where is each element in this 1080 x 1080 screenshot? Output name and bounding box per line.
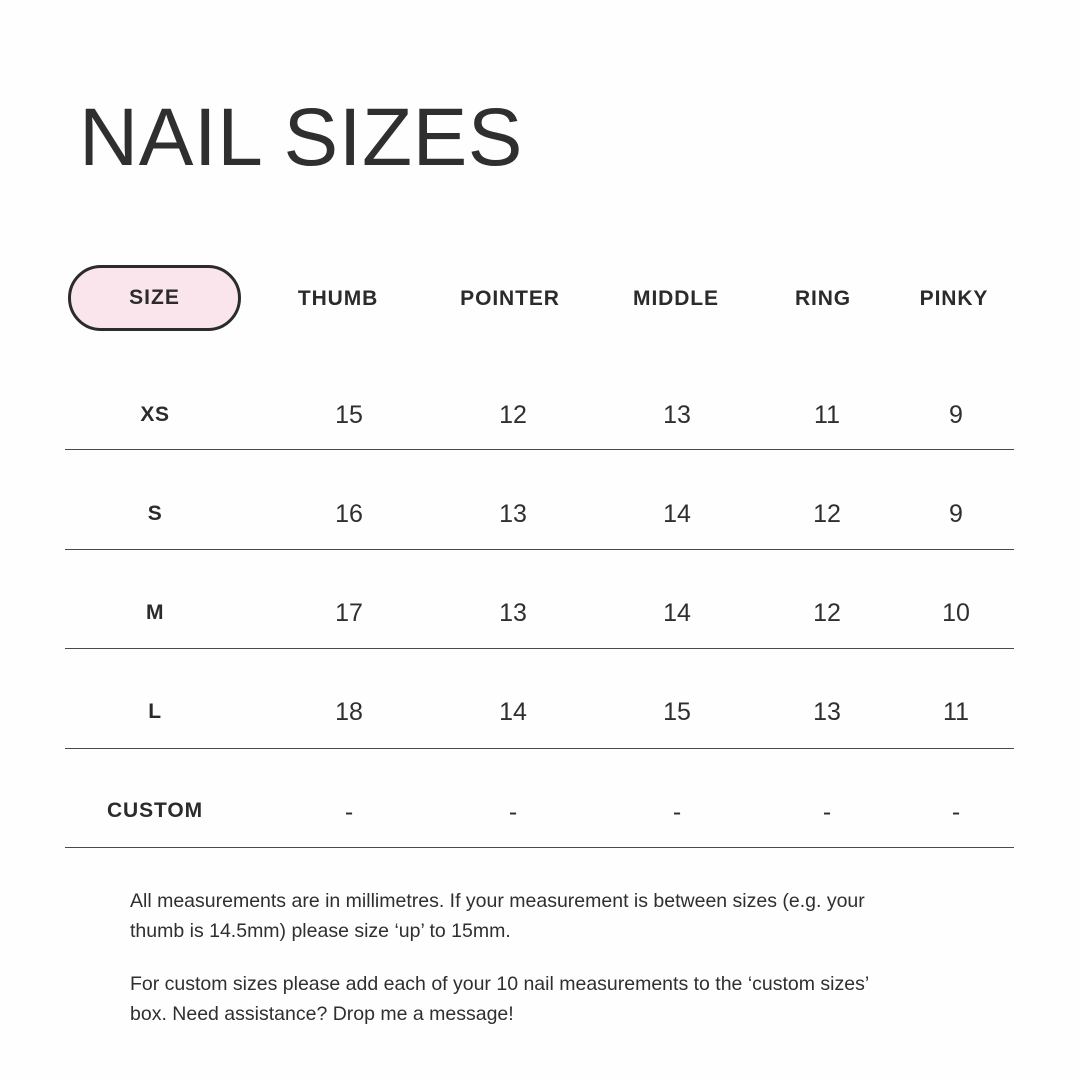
row-divider xyxy=(65,449,1014,450)
row-divider xyxy=(65,549,1014,550)
cell-middle: 14 xyxy=(663,500,691,528)
size-table: SIZE THUMB POINTER MIDDLE RING PINKY XS … xyxy=(0,248,1080,848)
table-row: S 16 13 14 12 9 xyxy=(0,451,1080,550)
column-header-pinky: PINKY xyxy=(919,287,989,310)
cell-thumb: 17 xyxy=(335,599,363,627)
table-row: CUSTOM - - - - - xyxy=(0,748,1080,848)
size-header-pill: SIZE xyxy=(68,265,241,331)
cell-middle: 15 xyxy=(663,698,691,726)
cell-pinky: 9 xyxy=(949,500,963,528)
footnote-measurements: All measurements are in millimetres. If … xyxy=(130,890,865,942)
cell-ring: - xyxy=(822,798,832,826)
row-divider xyxy=(65,748,1014,749)
cell-pinky: - xyxy=(951,798,961,826)
cell-pinky: 9 xyxy=(949,401,963,429)
cell-thumb: - xyxy=(344,798,354,826)
column-header-thumb: THUMB xyxy=(297,287,379,310)
cell-middle: 13 xyxy=(663,401,691,429)
page-title: NAIL SIZES xyxy=(79,92,523,183)
column-header-ring: RING xyxy=(794,287,852,310)
cell-ring: 11 xyxy=(814,401,840,429)
row-size-label: L xyxy=(148,700,162,723)
row-size-label: M xyxy=(145,601,165,624)
row-divider xyxy=(65,648,1014,649)
cell-middle: 14 xyxy=(663,599,691,627)
cell-ring: 13 xyxy=(813,698,841,726)
cell-middle: - xyxy=(672,798,682,826)
table-row: L 18 14 15 13 11 xyxy=(0,649,1080,749)
row-size-label: S xyxy=(147,502,163,525)
column-header-pointer: POINTER xyxy=(460,287,560,310)
table-row: M 17 13 14 12 10 xyxy=(0,550,1080,649)
footnotes: All measurements are in millimetres. If … xyxy=(130,886,890,1029)
column-header-middle: MIDDLE xyxy=(633,287,719,310)
row-size-label: XS xyxy=(140,403,170,426)
cell-pointer: 12 xyxy=(499,401,527,429)
row-divider xyxy=(65,847,1014,848)
column-header-size: SIZE xyxy=(129,286,180,309)
row-size-label: CUSTOM xyxy=(106,799,204,822)
cell-pinky: 10 xyxy=(942,599,970,627)
cell-pointer: - xyxy=(508,798,518,826)
cell-ring: 12 xyxy=(813,500,841,528)
cell-pinky: 11 xyxy=(943,698,969,726)
cell-pointer: 13 xyxy=(499,599,527,627)
table-row: XS 15 12 13 11 9 xyxy=(0,352,1080,451)
cell-thumb: 15 xyxy=(335,401,363,429)
table-header-row: SIZE THUMB POINTER MIDDLE RING PINKY xyxy=(0,248,1080,352)
cell-ring: 12 xyxy=(813,599,841,627)
cell-thumb: 16 xyxy=(335,500,363,528)
cell-thumb: 18 xyxy=(335,698,363,726)
cell-pointer: 14 xyxy=(499,698,527,726)
footnote-custom-sizes: For custom sizes please add each of your… xyxy=(130,973,869,1025)
cell-pointer: 13 xyxy=(499,500,527,528)
